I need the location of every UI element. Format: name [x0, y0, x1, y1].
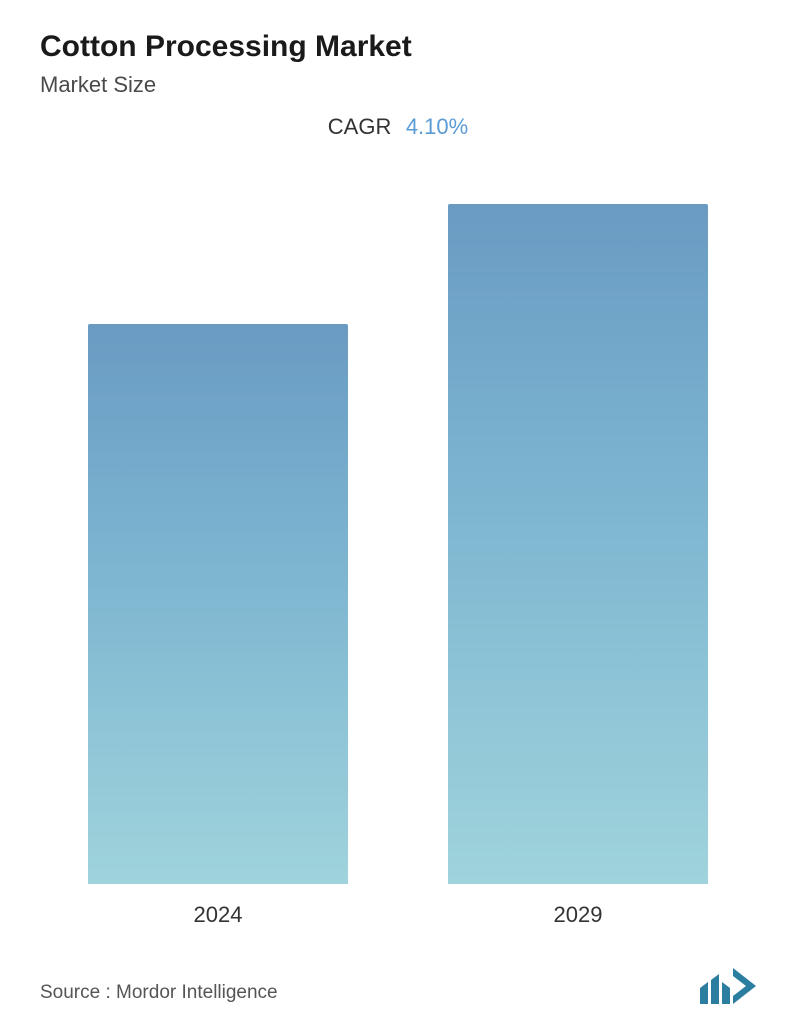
- cagr-value: 4.10%: [406, 114, 468, 139]
- cagr-row: CAGR 4.10%: [40, 114, 756, 140]
- mordor-logo-icon: [700, 968, 756, 1004]
- bar-2024: [88, 324, 348, 884]
- source-text: Source : Mordor Intelligence: [40, 982, 278, 1004]
- chart-area: 2024 2029: [40, 160, 756, 938]
- bar-group-2024: 2024: [88, 324, 348, 928]
- bar-group-2029: 2029: [448, 204, 708, 928]
- bar-label-2024: 2024: [194, 902, 243, 928]
- bar-label-2029: 2029: [554, 902, 603, 928]
- bar-2029: [448, 204, 708, 884]
- chart-footer: Source : Mordor Intelligence: [40, 938, 756, 1014]
- cagr-label: CAGR: [328, 114, 392, 139]
- chart-title: Cotton Processing Market: [40, 30, 756, 64]
- chart-container: Cotton Processing Market Market Size CAG…: [0, 0, 796, 1034]
- chart-subtitle: Market Size: [40, 72, 756, 98]
